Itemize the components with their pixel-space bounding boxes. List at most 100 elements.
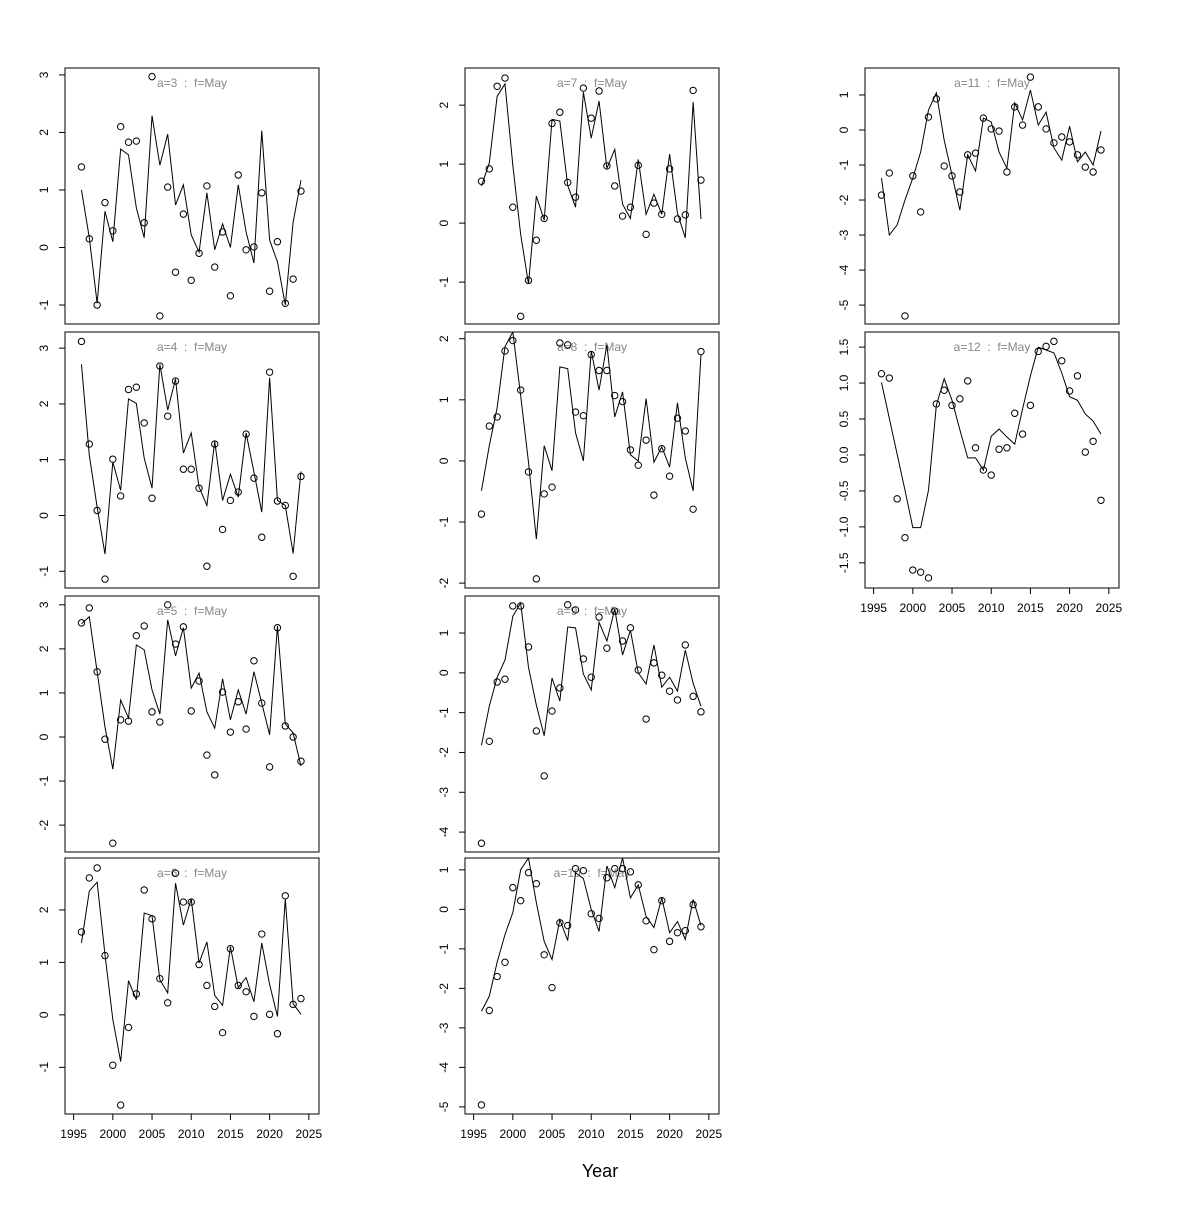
data-point	[658, 896, 666, 905]
data-point	[595, 613, 603, 621]
y-tick-label: -3	[437, 1022, 451, 1033]
y-tick-label: -1	[437, 276, 451, 287]
y-tick-label: -4	[437, 826, 451, 837]
y-tick-label: 1	[37, 689, 51, 696]
y-tick-label: 2	[37, 645, 51, 652]
panel: a=8 : f=May -2 -1 0 1 2	[437, 331, 720, 589]
data-point	[524, 468, 533, 476]
data-point	[171, 869, 180, 877]
fitted-line	[480, 332, 702, 540]
data-point	[477, 839, 486, 847]
data-point	[218, 688, 227, 696]
x-tick-label: 2005	[139, 1127, 166, 1141]
x-tick-label: 1995	[460, 1127, 487, 1141]
y-tick-label: 0.5	[837, 410, 851, 427]
data-point	[187, 465, 195, 473]
data-point	[540, 490, 548, 498]
y-tick-label: -2	[437, 747, 451, 758]
y-tick-label: -1	[837, 159, 851, 170]
data-point	[1018, 121, 1027, 129]
data-point	[116, 492, 125, 500]
data-point	[501, 675, 509, 683]
data-point	[116, 716, 125, 724]
data-point	[242, 988, 250, 996]
data-point	[579, 655, 588, 663]
y-tick-label: -1.0	[837, 516, 851, 537]
data-point	[1058, 357, 1066, 365]
data-point	[85, 440, 94, 448]
y-tick-label: -4	[437, 1062, 451, 1073]
panel: a=4 : f=May -1 0 1 2 3	[37, 331, 320, 589]
data-point	[101, 735, 109, 743]
y-tick-label: 0	[37, 244, 51, 251]
data-point	[171, 377, 180, 385]
data-point	[697, 923, 705, 931]
data-point	[297, 757, 305, 765]
panel-title: a=7 : f=May	[557, 76, 627, 90]
data-point	[132, 631, 141, 640]
data-point	[909, 566, 917, 574]
data-point	[218, 228, 227, 236]
x-tick-label: 2020	[1056, 601, 1083, 615]
data-point	[1050, 139, 1058, 147]
data-point	[1065, 387, 1074, 395]
data-point	[501, 958, 509, 966]
data-point	[1042, 342, 1050, 351]
panel-title: a=12 : f=May	[954, 340, 1031, 354]
y-tick-label: 0	[437, 457, 451, 464]
data-point	[250, 474, 258, 482]
data-point	[634, 461, 642, 469]
data-point	[218, 1028, 227, 1037]
data-point	[1089, 437, 1097, 446]
data-point	[901, 312, 909, 320]
data-point	[540, 951, 548, 959]
data-point	[203, 751, 211, 759]
data-point	[595, 87, 603, 95]
data-point	[1073, 151, 1082, 159]
data-point	[697, 708, 705, 716]
data-point	[1089, 168, 1097, 176]
data-point	[140, 886, 148, 894]
data-point	[587, 673, 595, 681]
data-point	[273, 238, 282, 246]
data-point	[1003, 444, 1011, 452]
data-point	[171, 268, 180, 276]
data-point	[116, 122, 125, 131]
data-point	[532, 575, 541, 583]
y-tick-label: 0	[437, 906, 451, 913]
data-point	[109, 839, 117, 847]
y-tick-label: 2	[37, 906, 51, 913]
data-point	[265, 287, 274, 295]
data-point	[485, 165, 494, 173]
data-point	[665, 472, 674, 480]
data-point	[203, 981, 211, 990]
fitted-line	[80, 115, 302, 306]
data-point	[485, 422, 494, 430]
panel: a=3 : f=May -1 0 1 2 3	[37, 67, 320, 325]
data-point	[626, 868, 635, 876]
data-point	[571, 864, 580, 873]
x-tick-label: 2005	[939, 601, 966, 615]
data-point	[665, 687, 674, 695]
data-point	[124, 1023, 133, 1032]
data-point	[940, 162, 948, 170]
data-point	[1018, 430, 1027, 438]
data-point	[893, 495, 901, 503]
panel-title: a=4 : f=May	[157, 340, 227, 354]
data-point	[250, 1012, 258, 1021]
data-point	[493, 413, 501, 421]
data-point	[109, 1061, 117, 1069]
data-point	[242, 725, 250, 733]
data-point	[548, 983, 556, 992]
x-tick-label: 2020	[256, 1127, 283, 1141]
data-point	[258, 930, 266, 938]
data-point	[979, 466, 988, 474]
data-point	[234, 981, 242, 990]
data-point	[673, 928, 682, 937]
y-tick-label: 0	[837, 126, 851, 133]
data-point	[179, 465, 188, 473]
data-point	[956, 188, 964, 196]
data-point	[273, 1030, 282, 1038]
data-point	[681, 926, 689, 935]
